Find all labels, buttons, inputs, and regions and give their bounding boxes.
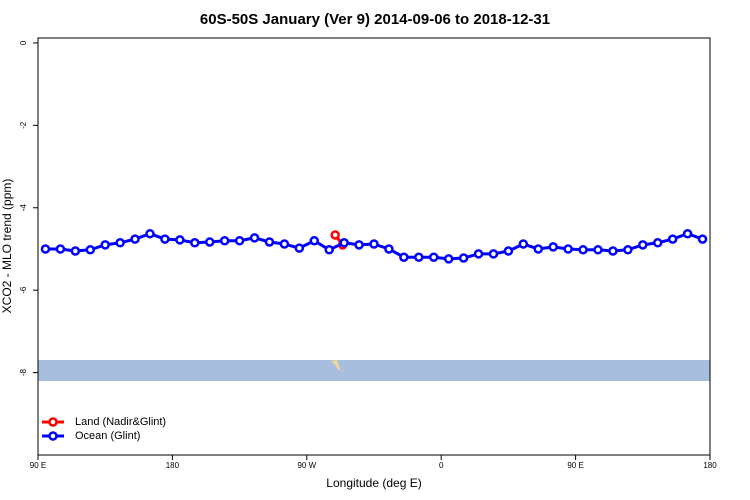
point: [190, 238, 200, 248]
legend-label: Land (Nadir&Glint): [75, 416, 166, 428]
x-tick-label: 90 E: [567, 461, 583, 470]
y-tick-label: -2: [19, 121, 28, 129]
y-tick-label: -6: [19, 286, 28, 294]
point: [249, 233, 260, 243]
point: [414, 252, 424, 262]
point: [578, 245, 588, 255]
point: [682, 228, 693, 239]
y-tick-label: 0: [19, 40, 28, 45]
point: [339, 238, 349, 248]
point: [330, 230, 340, 240]
point: [100, 240, 110, 250]
point: [369, 239, 379, 249]
y-tick-label: -4: [19, 204, 28, 212]
point: [697, 234, 708, 244]
y-axis-label: XCO2 - MLO trend (ppm): [0, 179, 14, 314]
point: [667, 234, 678, 244]
point: [593, 245, 603, 255]
point: [279, 239, 290, 249]
point: [40, 244, 51, 254]
point: [428, 252, 439, 262]
point: [563, 244, 573, 254]
point: [145, 228, 155, 239]
plot-frame: [37, 37, 711, 456]
x-tick-label: 90 E: [30, 461, 46, 470]
point: [638, 240, 648, 250]
point: [399, 252, 409, 262]
point: [623, 245, 633, 255]
legend-label: Ocean (Glint): [75, 430, 140, 442]
point: [264, 237, 275, 247]
point: [458, 253, 469, 263]
point: [488, 249, 499, 259]
point: [518, 239, 529, 249]
point: [324, 245, 334, 255]
point: [652, 238, 663, 248]
point: [309, 235, 320, 246]
point: [608, 246, 618, 256]
x-tick-label: 90 W: [297, 461, 316, 470]
point: [204, 237, 215, 247]
point: [70, 246, 81, 256]
x-tick-label: 180: [166, 461, 180, 470]
map-land: [331, 360, 344, 372]
point: [85, 245, 96, 255]
point: [130, 234, 140, 244]
point: [443, 254, 454, 264]
chart-title: 60S-50S January (Ver 9) 2014-09-06 to 20…: [200, 11, 550, 28]
point: [175, 235, 185, 245]
point: [294, 243, 305, 253]
legend-marker: [48, 417, 58, 427]
point: [234, 235, 245, 246]
map-strip: [38, 360, 710, 381]
point: [473, 249, 484, 259]
point: [548, 242, 558, 252]
point: [160, 234, 170, 244]
legend-marker: [48, 431, 58, 441]
x-tick-label: 180: [703, 461, 717, 470]
point: [354, 240, 364, 250]
point: [533, 244, 544, 254]
point: [503, 246, 514, 256]
x-axis-label: Longitude (deg E): [326, 476, 421, 490]
x-tick-label: 0: [439, 461, 444, 470]
point: [115, 238, 125, 248]
point: [384, 244, 394, 254]
y-tick-label: -8: [19, 368, 28, 376]
point: [55, 244, 66, 254]
point: [219, 235, 230, 246]
